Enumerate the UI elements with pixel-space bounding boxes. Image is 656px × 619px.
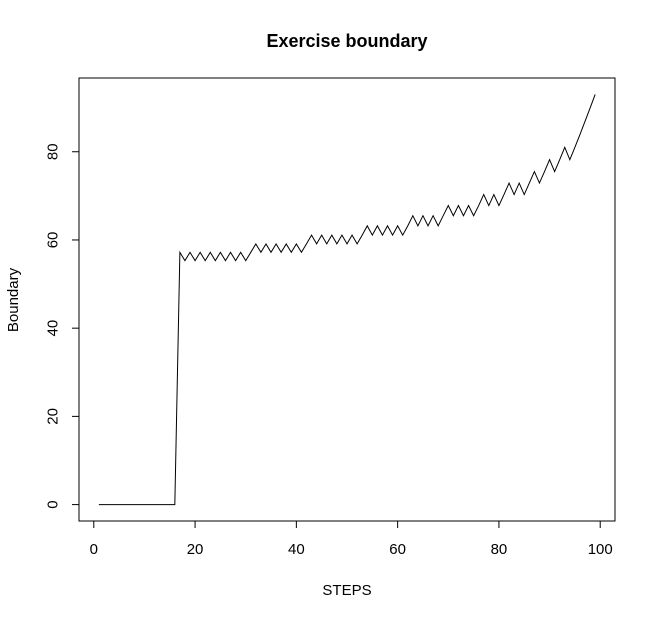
x-tick-label: 40 <box>288 541 305 558</box>
y-tick-label: 60 <box>45 232 62 249</box>
chart-title: Exercise boundary <box>266 31 427 51</box>
plot-frame <box>78 77 616 522</box>
series-line <box>98 94 596 506</box>
x-tick-label: 80 <box>491 541 508 558</box>
x-axis-label: STEPS <box>322 582 371 599</box>
y-tick-label: 20 <box>45 408 62 425</box>
y-tick-label: 0 <box>45 500 62 508</box>
y-axis: 0 20 40 60 80 <box>45 143 80 509</box>
x-axis: 0 20 40 60 80 100 <box>90 520 613 558</box>
x-tick-label: 100 <box>588 541 613 558</box>
x-tick-label: 60 <box>389 541 406 558</box>
x-tick-label: 0 <box>90 541 98 558</box>
y-axis-label: Boundary <box>5 267 22 332</box>
x-tick-label: 20 <box>187 541 204 558</box>
y-tick-label: 80 <box>45 143 62 160</box>
y-tick-label: 40 <box>45 320 62 337</box>
